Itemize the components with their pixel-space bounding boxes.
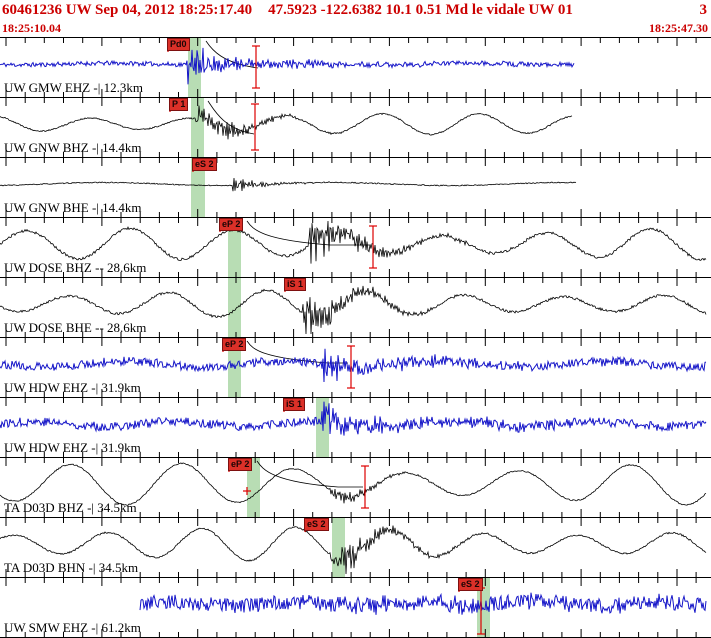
trace-plot[interactable] (0, 338, 711, 397)
pick-flag[interactable]: iS 1 (283, 398, 306, 411)
coda-curve (246, 220, 371, 246)
pick-flag[interactable]: Pd0 (167, 38, 190, 51)
tick-marks (5, 38, 697, 97)
waveform-panel[interactable]: eP 2 UW HDW EHZ -| 31.9km (0, 338, 711, 398)
highlight-bands (228, 278, 241, 337)
seismogram-trace[interactable] (0, 105, 573, 140)
coda-curve (256, 460, 363, 488)
coda-curve (205, 40, 259, 69)
window-start-time: 18:25:10.04 (2, 21, 61, 35)
seismogram-trace[interactable] (0, 285, 707, 335)
highlight-bands (477, 578, 490, 637)
waveform-panel[interactable]: iS 1 UW HDW EHZ -| 31.9km (0, 398, 711, 458)
pick-flag[interactable]: eS 2 (458, 578, 483, 591)
tick-marks (5, 278, 697, 337)
seismogram-trace[interactable] (0, 462, 707, 506)
trace-plot[interactable] (0, 98, 711, 157)
highlight-bands (332, 518, 345, 577)
waveform-panel[interactable]: eS 2 UW SMW EHZ -| 61.2km (0, 578, 711, 638)
trace-plot[interactable] (0, 398, 711, 457)
waveform-panel[interactable]: eP 2 TA D03D BHZ -| 34.5km (0, 458, 711, 518)
seismogram-trace[interactable] (0, 401, 707, 436)
waveform-area[interactable]: Pd0 UW GMW EHZ -| 12.3km P 1 UW GNW BHZ -| … (0, 37, 711, 638)
tick-marks (5, 158, 697, 217)
trace-plot[interactable] (0, 578, 711, 637)
trace-plot[interactable] (0, 278, 711, 337)
pick-flag[interactable]: iS 1 (284, 278, 307, 291)
waveform-panel[interactable]: iS 1 UW DOSE BHE -- 28.6km (0, 278, 711, 338)
coda-curve (207, 100, 255, 135)
pick-flag[interactable]: eP 2 (222, 338, 247, 351)
highlight-bands (191, 98, 204, 157)
station-label: UW HDW EHZ -| 31.9km (4, 380, 141, 395)
event-location-magnitude: 47.5923 -122.6382 10.1 0.51 Md le vidale… (268, 2, 573, 18)
time-range-bar: 18:25:10.04 18:25:47.30 (0, 20, 711, 37)
pick-markers[interactable] (219, 218, 377, 269)
station-label: TA D03D BHZ -| 34.5km (4, 500, 137, 515)
tick-marks (5, 578, 697, 637)
trace-plot[interactable] (0, 38, 711, 97)
seismogram-trace[interactable] (0, 220, 707, 264)
station-label: UW GMW EHZ -| 12.3km (4, 80, 143, 95)
event-id-time: 60461236 UW Sep 04, 2012 18:25:17.40 (2, 2, 253, 18)
page-number: 3 (699, 2, 708, 18)
tick-marks (5, 218, 697, 277)
seismogram-trace[interactable] (139, 592, 707, 615)
seismogram-trace[interactable] (0, 47, 575, 85)
pick-flag[interactable]: eP 2 (228, 458, 253, 471)
window-end-time: 18:25:47.30 (649, 21, 708, 35)
seismogram-trace[interactable] (0, 525, 707, 575)
trace-plot[interactable] (0, 458, 711, 517)
station-label: UW SMW EHZ -| 61.2km (4, 620, 141, 635)
station-label: UW DOSE BHZ -- 28.6km (4, 260, 147, 275)
station-label: UW HDW EHZ -| 31.9km (4, 440, 141, 455)
station-label: UW GNW BHE -| 14.4km (4, 200, 142, 215)
waveform-panel[interactable]: P 1 UW GNW BHZ -| 14.4km (0, 98, 711, 158)
highlight-bands (247, 458, 260, 517)
highlight-bands (191, 158, 205, 217)
waveform-panel[interactable]: Pd0 UW GMW EHZ -| 12.3km (0, 38, 711, 98)
seismogram-trace[interactable] (0, 348, 707, 383)
tick-marks (5, 518, 697, 577)
tick-marks (5, 338, 697, 397)
trace-plot[interactable] (0, 158, 711, 217)
event-header: 60461236 UW Sep 04, 2012 18:25:17.40 47.… (0, 0, 711, 20)
station-label: UW GNW BHZ -| 14.4km (4, 140, 142, 155)
waveform-panel[interactable]: eS 2 TA D03D BHN -| 34.5km (0, 518, 711, 578)
tick-marks (5, 98, 697, 157)
waveform-panel[interactable]: eS 2 UW GNW BHE -| 14.4km (0, 158, 711, 218)
pick-flag[interactable]: eS 2 (192, 158, 217, 171)
tick-marks (5, 398, 697, 457)
seismogram-trace[interactable] (0, 177, 577, 192)
pick-markers[interactable] (228, 458, 369, 509)
waveform-panel[interactable]: eP 2 UW DOSE BHZ -- 28.6km (0, 218, 711, 278)
pick-flag[interactable]: eP 2 (219, 218, 244, 231)
station-label: TA D03D BHN -| 34.5km (4, 560, 139, 575)
station-label: UW DOSE BHE -- 28.6km (4, 320, 147, 335)
highlight-bands (228, 218, 241, 277)
pick-flag[interactable]: P 1 (169, 98, 189, 111)
pick-flag[interactable]: eS 2 (304, 518, 329, 531)
tick-marks (5, 458, 697, 517)
